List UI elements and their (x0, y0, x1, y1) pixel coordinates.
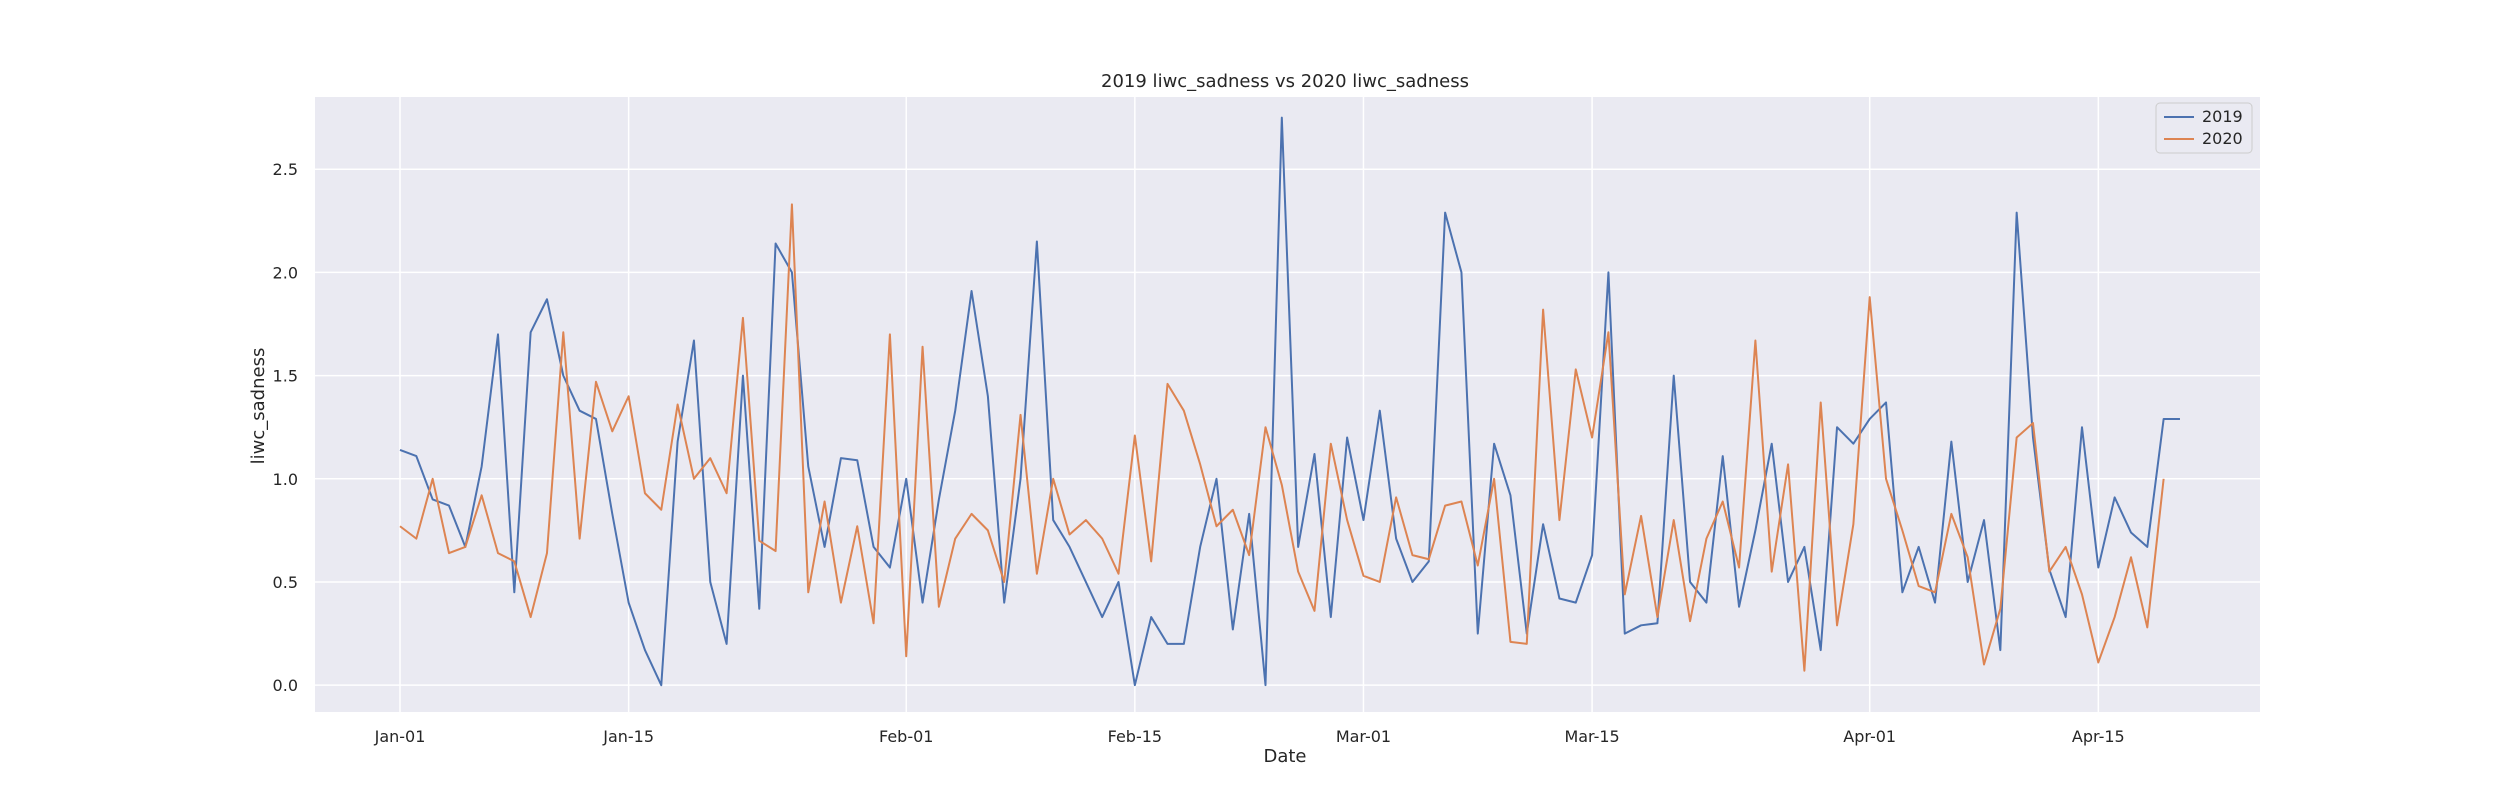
plot-area (315, 97, 2260, 712)
grid-lines (315, 97, 2260, 712)
legend-label-2019: 2019 (2202, 107, 2243, 126)
series-line-2019 (399, 116, 2180, 687)
y-axis-ticks: 0.0 0.5 1.0 1.5 2.0 2.5 (273, 160, 298, 695)
x-tick-label: Apr-15 (2072, 727, 2125, 746)
x-axis-ticks: Jan-01 Jan-15 Feb-01 Feb-15 Mar-01 Mar-15 Apr-… (374, 727, 2125, 746)
legend: 2019 2020 (2155, 102, 2253, 154)
x-tick-label: Jan-15 (602, 727, 654, 746)
x-tick-label: Mar-01 (1336, 727, 1391, 746)
y-tick-label: 1.0 (273, 470, 298, 489)
series-line-2020 (399, 203, 2165, 672)
y-axis-label: liwc_sadness (248, 348, 269, 465)
x-tick-label: Jan-01 (374, 727, 426, 746)
legend-label-2020: 2020 (2202, 129, 2243, 148)
y-tick-label: 0.0 (273, 676, 298, 695)
x-tick-label: Feb-01 (879, 727, 933, 746)
x-tick-label: Apr-01 (1843, 727, 1896, 746)
x-tick-label: Feb-15 (1108, 727, 1162, 746)
x-tick-label: Mar-15 (1564, 727, 1619, 746)
x-axis-label: Date (1263, 746, 1306, 767)
legend-box (2155, 102, 2253, 154)
y-tick-label: 1.5 (273, 367, 298, 386)
chart-title: 2019 liwc_sadness vs 2020 liwc_sadness (1101, 71, 1469, 92)
series-lines (399, 116, 2180, 687)
y-tick-label: 0.5 (273, 573, 298, 592)
y-tick-label: 2.0 (273, 263, 298, 282)
y-tick-label: 2.5 (273, 160, 298, 179)
